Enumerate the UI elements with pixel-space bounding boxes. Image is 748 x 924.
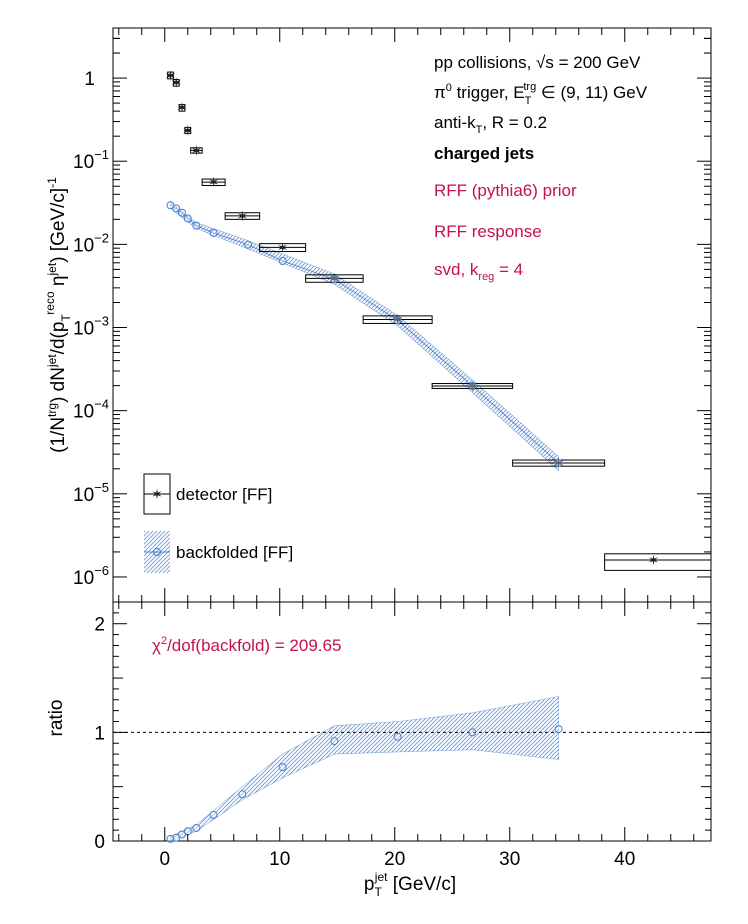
- backfolded-point: [178, 208, 186, 217]
- top-y-axis: 1 10−1 10−2 10−3 10−4 10−5 10−6: [73, 27, 711, 602]
- bottom-y-axis-label: ratio: [46, 700, 67, 737]
- backfolded-point: [244, 240, 253, 249]
- top-y-tick-label: 10−5: [73, 480, 109, 506]
- annotation-response: RFF response: [434, 222, 542, 241]
- ratio-point: [278, 763, 287, 772]
- backfolded-point: [468, 381, 477, 390]
- annotation-prior: RFF (pythia6) prior: [434, 181, 577, 200]
- top-y-tick-label: 1: [84, 69, 95, 90]
- top-y-tick-label: 10−4: [73, 397, 109, 423]
- legend-detector-label: detector [FF]: [176, 485, 272, 504]
- annotation-trigger: π0 trigger, ETtrg ∈ (9, 11) GeV: [434, 81, 648, 107]
- backfolded-line: [170, 204, 559, 464]
- legend-detector-marker: ✶: [143, 473, 171, 515]
- ratio-point: [183, 827, 192, 836]
- top-y-tick-label: 10−6: [73, 563, 109, 589]
- bottom-panel-marks: [166, 725, 563, 843]
- top-y-tick-label: 10−1: [73, 147, 109, 173]
- x-tick-label: 10: [269, 849, 290, 870]
- ratio-point: [330, 737, 339, 746]
- detector-point: ✶: [329, 271, 341, 287]
- top-y-axis-label: (1/Ntrg) dNjet/d(pTreco ηjet) [GeV/c]-1: [43, 177, 73, 453]
- top-y-tick-label: 10−2: [73, 230, 109, 256]
- detector-point: ✶: [553, 456, 565, 472]
- ratio-y-tick-label: 0: [94, 832, 105, 853]
- ratio-y-tick-label: 2: [94, 615, 105, 636]
- detector-point: ✶: [165, 68, 177, 84]
- ratio-point: [468, 728, 477, 737]
- ratio-point: [192, 823, 201, 832]
- detector-point: ✶: [191, 143, 203, 159]
- ratio-point: [554, 725, 563, 734]
- top-y-tick-label: 10−3: [73, 314, 109, 340]
- ratio-point: [393, 732, 402, 741]
- annotation-unfolding: svd, kreg = 4: [434, 260, 523, 283]
- ratio-point: [238, 790, 247, 799]
- backfolded-point: [183, 214, 192, 223]
- ratio-point: [166, 834, 175, 843]
- top-panel-marks: ✶✶✶✶✶✶✶✶✶✶✶✶✶: [165, 68, 712, 571]
- backfolded-uncertainty-band: [170, 201, 559, 472]
- ratio-band: [170, 696, 559, 842]
- annotation-algorithm: anti-kT, R = 0.2: [434, 113, 547, 136]
- detector-point: ✶: [392, 312, 404, 328]
- legend-backfolded-label: backfolded [FF]: [176, 543, 293, 562]
- x-tick-label: 40: [614, 849, 635, 870]
- backfolded-point: [330, 275, 339, 284]
- x-tick-label: 0: [159, 849, 170, 870]
- legend-backfolded-marker: [144, 531, 170, 573]
- backfolded-point: [278, 257, 287, 266]
- detector-point: ✶: [467, 379, 479, 395]
- detector-point: ✶: [208, 175, 220, 191]
- detector-syst-box: [604, 553, 712, 571]
- backfolded-band: [170, 201, 559, 472]
- detector-point: ✶: [648, 553, 660, 569]
- ratio-point: [209, 810, 218, 819]
- detector-point: ✶: [277, 240, 289, 256]
- detector-point: ✶: [170, 76, 182, 92]
- backfolded-point: [192, 221, 201, 230]
- x-axis-label: pTjet [GeV/c]: [364, 870, 456, 899]
- ratio-uncertainty-band: [170, 696, 559, 842]
- svg-text:✶: ✶: [151, 486, 163, 502]
- chi2-annotation: χ2/dof(backfold) = 209.65: [152, 635, 341, 655]
- x-tick-label: 20: [384, 849, 405, 870]
- detector-point: ✶: [182, 123, 194, 139]
- backfolded-point: [554, 458, 563, 467]
- ratio-y-tick-label: 1: [94, 723, 105, 744]
- backfolded-point: [172, 204, 181, 213]
- annotation-collisions: pp collisions, √s = 200 GeV: [434, 53, 641, 72]
- backfolded-point: [393, 316, 402, 325]
- detector-point: ✶: [237, 209, 249, 225]
- backfolded-point: [209, 228, 218, 237]
- top-panel-frame: [112, 27, 712, 603]
- detector-point: ✶: [176, 101, 188, 117]
- x-tick-label: 30: [499, 849, 520, 870]
- annotation-jet-type: charged jets: [434, 144, 534, 163]
- legend: ✶ detector [FF] backfolded [FF]: [143, 473, 293, 573]
